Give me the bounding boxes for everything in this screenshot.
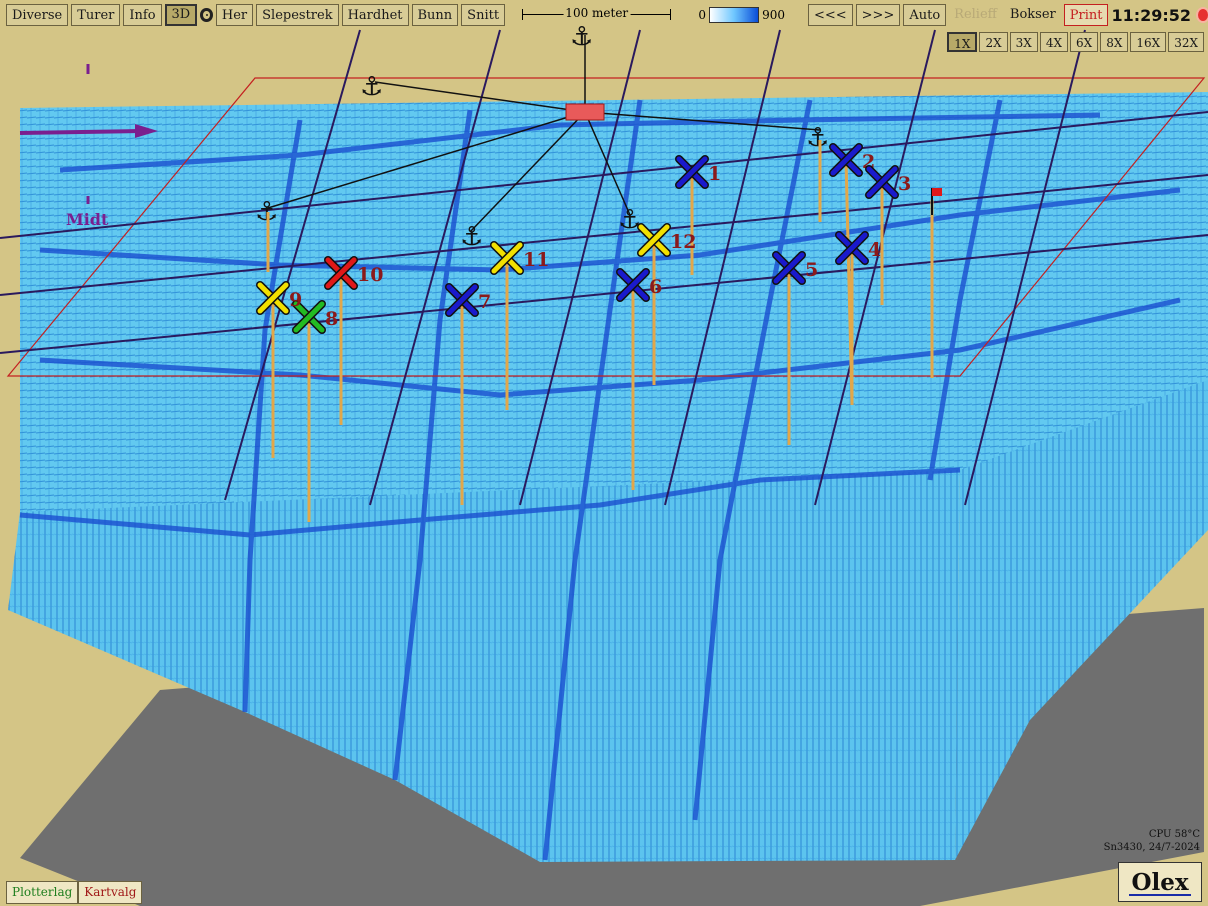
turer-button[interactable]: Turer [71, 4, 121, 26]
marker-label: 12 [670, 231, 696, 253]
diverse-button[interactable]: Diverse [6, 4, 69, 26]
prev-button[interactable]: <<< [807, 4, 853, 26]
marker-label: 3 [898, 173, 911, 195]
3d-mode-button[interactable]: 3D [164, 4, 198, 26]
marker-label: 7 [478, 291, 491, 313]
marker-label: 8 [325, 308, 338, 330]
relieff-button[interactable]: Relieff [954, 7, 997, 22]
info-button[interactable]: Info [123, 4, 162, 26]
svg-text:⚓: ⚓ [570, 22, 593, 52]
marker-11[interactable]: 11 [490, 241, 549, 275]
hardhet-button[interactable]: Hardhet [341, 4, 409, 26]
tab-kartvalg[interactable]: Kartvalg [78, 881, 143, 904]
marker-6[interactable]: 6 [616, 268, 662, 302]
marker-1[interactable]: 1 [675, 155, 721, 189]
marker-label: 11 [523, 249, 549, 271]
depth-min: 0 [698, 8, 707, 22]
snitt-button[interactable]: Snitt [461, 4, 506, 26]
survey-box [6, 77, 1206, 377]
marker-label: 10 [357, 264, 383, 286]
top-toolbar: Diverse Turer Info 3D Her Slepestrek Har… [0, 0, 1208, 30]
marker-5[interactable]: 5 [772, 251, 818, 285]
marker-4[interactable]: 4 [835, 231, 881, 265]
her-button[interactable]: Her [215, 4, 254, 26]
depth-max: 900 [762, 8, 785, 22]
marker-label: 4 [868, 239, 881, 261]
zoom-button-4x[interactable]: 4X [1039, 32, 1068, 52]
marker-label: 5 [805, 259, 818, 281]
marker-label: 1 [708, 163, 721, 185]
depth-gradient [709, 7, 760, 23]
compass-arrow-icon [19, 64, 158, 204]
marker-10[interactable]: 10 [324, 256, 383, 290]
flag-icon [931, 188, 942, 215]
olex-logo: Olex [1118, 862, 1202, 902]
depth-scale: 0 900 [698, 7, 785, 23]
clock: 11:29:52 [1111, 5, 1192, 25]
terrain-right [955, 380, 1208, 860]
serial-date: Sn3430, 24/7-2024 [1103, 842, 1200, 853]
svg-text:⚓: ⚓ [806, 123, 829, 153]
marker-label: 6 [649, 276, 662, 298]
zoom-bar: 1X 2X 3X 4X 6X 8X 16X 32X [947, 32, 1204, 52]
cpu-temp: CPU 58°C [1148, 829, 1200, 840]
bunn-button[interactable]: Bunn [411, 4, 459, 26]
marker-8[interactable]: 8 [292, 300, 338, 334]
terrain-grid-lines [19, 99, 1181, 861]
anchor-lines [267, 35, 821, 233]
marker-7[interactable]: 7 [445, 283, 491, 317]
sun-icon [1198, 9, 1208, 21]
auto-button[interactable]: Auto [903, 4, 947, 26]
tab-plotterlag[interactable]: Plotterlag [6, 881, 79, 904]
svg-text:⚓: ⚓ [460, 222, 483, 252]
zoom-button-32x[interactable]: 32X [1168, 32, 1204, 52]
bokser-button[interactable]: Bokser [1009, 7, 1056, 22]
scale-label: 100 meter [563, 6, 631, 20]
marker-12[interactable]: 12 [637, 223, 696, 257]
marker-poles [266, 140, 934, 522]
marker-label: 9 [289, 289, 302, 311]
zoom-button-16x[interactable]: 16X [1130, 32, 1167, 52]
status-info: CPU 58°C Sn3430, 24/7-2024 [1104, 828, 1200, 854]
zoom-button-3x[interactable]: 3X [1009, 32, 1038, 52]
marker-3[interactable]: 3 [865, 165, 911, 199]
zoom-button-6x[interactable]: 6X [1070, 32, 1099, 52]
next-button[interactable]: >>> [855, 4, 901, 26]
distance-scale: 100 meter [522, 5, 672, 25]
anchor-icon: ⚓ ⚓ ⚓ ⚓ ⚓ ⚓ [255, 22, 829, 252]
slepestrek-button[interactable]: Slepestrek [256, 4, 339, 26]
terrain-front [8, 470, 960, 862]
target-icon[interactable] [200, 8, 213, 22]
zoom-button-1x[interactable]: 1X [947, 32, 978, 52]
marker-9[interactable]: 9 [256, 281, 302, 315]
vessel-tracks [0, 29, 1208, 506]
compass-label: Midt [66, 210, 109, 229]
vessel-position [565, 103, 605, 121]
zoom-button-8x[interactable]: 8X [1100, 32, 1129, 52]
zoom-button-2x[interactable]: 2X [979, 32, 1008, 52]
svg-text:⚓: ⚓ [618, 205, 641, 235]
print-button[interactable]: Print [1063, 4, 1109, 26]
svg-text:⚓: ⚓ [360, 72, 383, 102]
bottom-tabs: Plotterlag Kartvalg [6, 881, 143, 904]
